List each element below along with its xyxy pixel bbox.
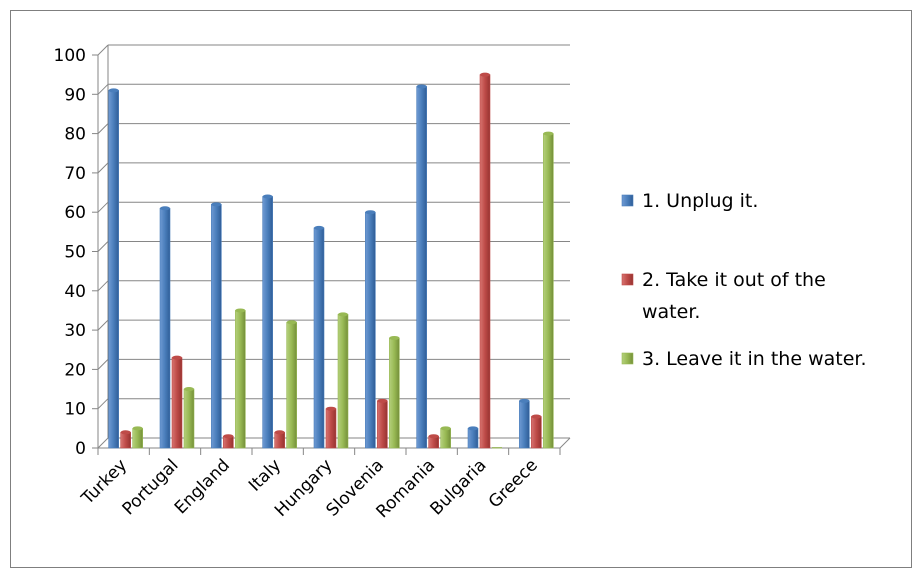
legend-item: 2. Take it out of the water. bbox=[621, 269, 826, 323]
bar bbox=[159, 206, 171, 449]
bar bbox=[313, 225, 325, 449]
y-tick-label: 60 bbox=[64, 203, 86, 223]
gridline bbox=[92, 44, 570, 56]
bar bbox=[223, 434, 234, 449]
legend-swatch bbox=[621, 273, 634, 286]
y-tick-label: 50 bbox=[64, 243, 86, 263]
bar bbox=[108, 88, 119, 449]
bar bbox=[519, 398, 530, 449]
gridline bbox=[92, 280, 570, 292]
gridline bbox=[92, 162, 570, 174]
bar bbox=[120, 430, 131, 449]
bar bbox=[262, 194, 273, 449]
bar bbox=[428, 434, 439, 449]
y-tick-label: 10 bbox=[64, 400, 86, 420]
bar bbox=[274, 430, 285, 449]
floor-right-edge bbox=[559, 437, 571, 449]
legend-label: 3. Leave it in the water. bbox=[642, 348, 867, 370]
y-tick-label: 100 bbox=[54, 46, 86, 66]
bar bbox=[467, 426, 479, 449]
bar bbox=[479, 72, 491, 449]
x-tick-label: Greece bbox=[485, 455, 542, 512]
bar bbox=[337, 312, 349, 449]
legend-item: 1. Unplug it. bbox=[621, 190, 758, 212]
gridline bbox=[92, 123, 570, 135]
bar bbox=[377, 398, 388, 449]
x-tick-label: Italy bbox=[245, 455, 285, 495]
legend-label: 2. Take it out of the bbox=[642, 269, 826, 291]
y-tick-label: 0 bbox=[75, 439, 86, 459]
legend-item: 3. Leave it in the water. bbox=[621, 348, 867, 370]
legend-swatch bbox=[621, 194, 634, 207]
x-tick-label: England bbox=[171, 455, 234, 518]
bars bbox=[108, 72, 554, 449]
gridline bbox=[92, 201, 570, 213]
bar bbox=[543, 131, 554, 449]
bar bbox=[325, 406, 337, 449]
y-tick-label: 90 bbox=[64, 85, 86, 105]
legend-swatch bbox=[621, 352, 634, 365]
bar bbox=[171, 355, 183, 449]
y-tick-label: 80 bbox=[64, 125, 86, 145]
bar bbox=[531, 414, 542, 449]
x-tick-label: Portugal bbox=[119, 455, 183, 519]
bar bbox=[286, 320, 297, 449]
gridline bbox=[92, 83, 570, 95]
y-tick-label: 70 bbox=[64, 164, 86, 184]
bar bbox=[492, 447, 502, 449]
legend: 1. Unplug it. 2. Take it out of the water.… bbox=[621, 190, 867, 370]
y-tick-label: 40 bbox=[64, 282, 86, 302]
legend-label: water. bbox=[642, 301, 700, 323]
y-tick-label: 20 bbox=[64, 360, 86, 380]
bar bbox=[365, 210, 376, 449]
bar bbox=[389, 335, 400, 449]
bar bbox=[440, 426, 451, 449]
gridline bbox=[92, 241, 570, 252]
legend-label: 1. Unplug it. bbox=[642, 190, 758, 212]
y-tick-labels: 0 10 20 30 40 50 60 70 80 90 100 bbox=[54, 46, 86, 459]
bar bbox=[132, 426, 143, 449]
bar bbox=[416, 84, 427, 449]
bar bbox=[183, 387, 195, 449]
y-tick-label: 30 bbox=[64, 321, 86, 341]
bar bbox=[211, 202, 222, 449]
bar bbox=[235, 308, 246, 449]
x-tick-label: Bulgaria bbox=[427, 455, 491, 519]
